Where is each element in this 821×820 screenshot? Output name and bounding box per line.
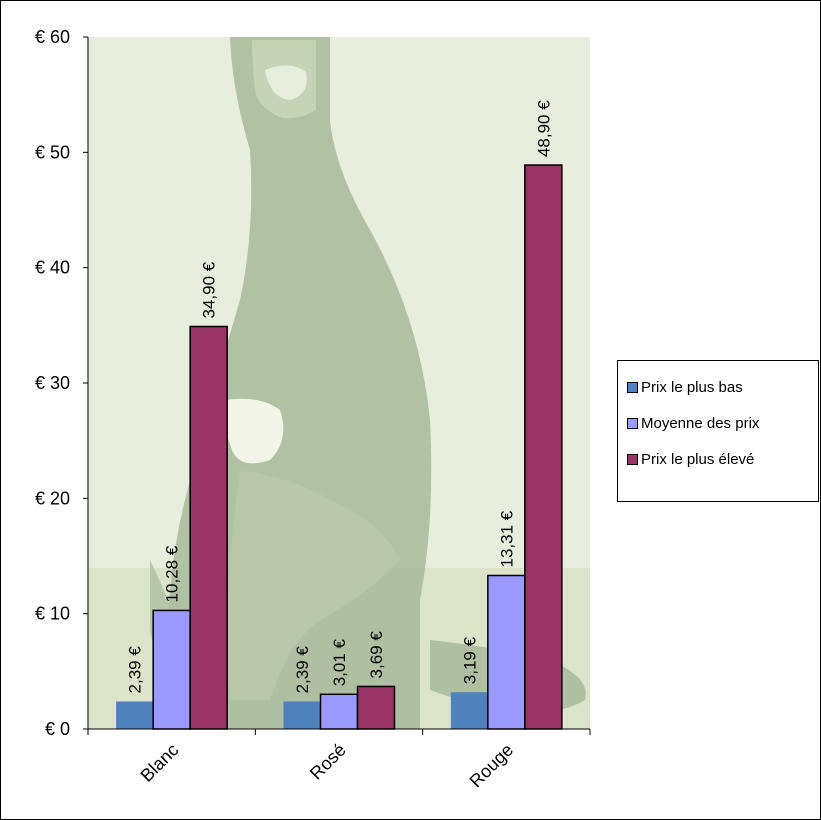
category-label-blanc: Blanc (137, 740, 183, 786)
bar-rose-prix-le-plus-eleve (356, 685, 396, 730)
data-labels-group: 2,39 € 10,28 € 34,90 € 2,39 € 3,01 € 3,69 € 3,… (126, 100, 554, 694)
y-tick-label: € 30 (35, 373, 70, 393)
y-tick-label: € 40 (35, 258, 70, 278)
bars-group (116, 164, 563, 730)
bar-rouge-moyenne-des-prix (487, 574, 526, 730)
data-label-rose-prix-le-plus-bas: 2,39 € (293, 646, 312, 694)
legend-swatch-lowest-price (627, 381, 638, 393)
y-tick-label: € 0 (45, 719, 70, 739)
y-axis-ticks: € 0 € 10 € 20 € 30 € 40 € 50 € 60 (35, 27, 88, 739)
y-tick-label: € 50 (35, 142, 70, 162)
legend-label-highest-price: Prix le plus élevé (641, 450, 755, 468)
data-label-rouge-moyenne-des-prix: 13,31 € (497, 510, 516, 567)
category-labels: Blanc Rosé Rouge (137, 740, 518, 792)
y-tick-label: € 60 (35, 27, 70, 47)
category-label-rouge: Rouge (466, 740, 518, 792)
bar-blanc-moyenne-des-prix (152, 609, 191, 730)
data-label-rose-moyenne-des-prix: 3,01 € (330, 638, 349, 686)
data-label-blanc-prix-le-plus-eleve: 34,90 € (200, 261, 219, 318)
y-tick-label: € 20 (35, 488, 70, 508)
legend-swatch-average-price (627, 417, 638, 429)
data-label-rose-prix-le-plus-eleve: 3,69 € (367, 631, 386, 679)
bar-rouge-prix-le-plus-eleve (524, 164, 563, 730)
legend-label-lowest-price: Prix le plus bas (641, 378, 743, 396)
bar-rose-prix-le-plus-bas (283, 701, 321, 729)
legend-swatch-highest-price (627, 453, 638, 465)
data-label-blanc-moyenne-des-prix: 10,28 € (163, 545, 182, 602)
legend-item-lowest-price: Prix le plus bas (627, 369, 818, 405)
legend: Prix le plus bas Moyenne des prix Prix l… (617, 360, 819, 502)
category-label-rose: Rosé (306, 740, 350, 784)
data-label-blanc-prix-le-plus-bas: 2,39 € (126, 646, 145, 694)
bar-rose-moyenne-des-prix (319, 693, 359, 730)
x-axis-ticks (87, 729, 591, 735)
bar-blanc-prix-le-plus-eleve (189, 325, 228, 730)
data-label-rouge-prix-le-plus-eleve: 48,90 € (534, 100, 553, 157)
bar-rouge-prix-le-plus-bas (450, 692, 488, 729)
bar-blanc-prix-le-plus-bas (116, 701, 154, 729)
legend-item-highest-price: Prix le plus élevé (627, 441, 818, 477)
data-label-rouge-prix-le-plus-bas: 3,19 € (460, 636, 479, 684)
legend-label-average-price: Moyenne des prix (641, 414, 760, 432)
wine-bottle-picture (150, 37, 586, 729)
y-tick-label: € 10 (35, 604, 70, 624)
legend-item-average-price: Moyenne des prix (627, 405, 818, 441)
